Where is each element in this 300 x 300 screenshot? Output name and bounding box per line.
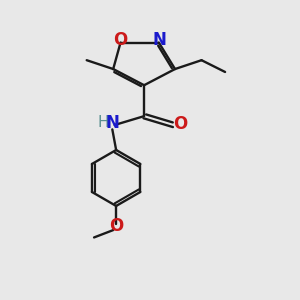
Text: N: N: [152, 31, 167, 49]
Text: O: O: [173, 116, 187, 134]
Text: N: N: [105, 115, 119, 133]
Text: O: O: [109, 217, 123, 235]
Text: H: H: [98, 115, 109, 130]
Text: O: O: [113, 31, 127, 49]
